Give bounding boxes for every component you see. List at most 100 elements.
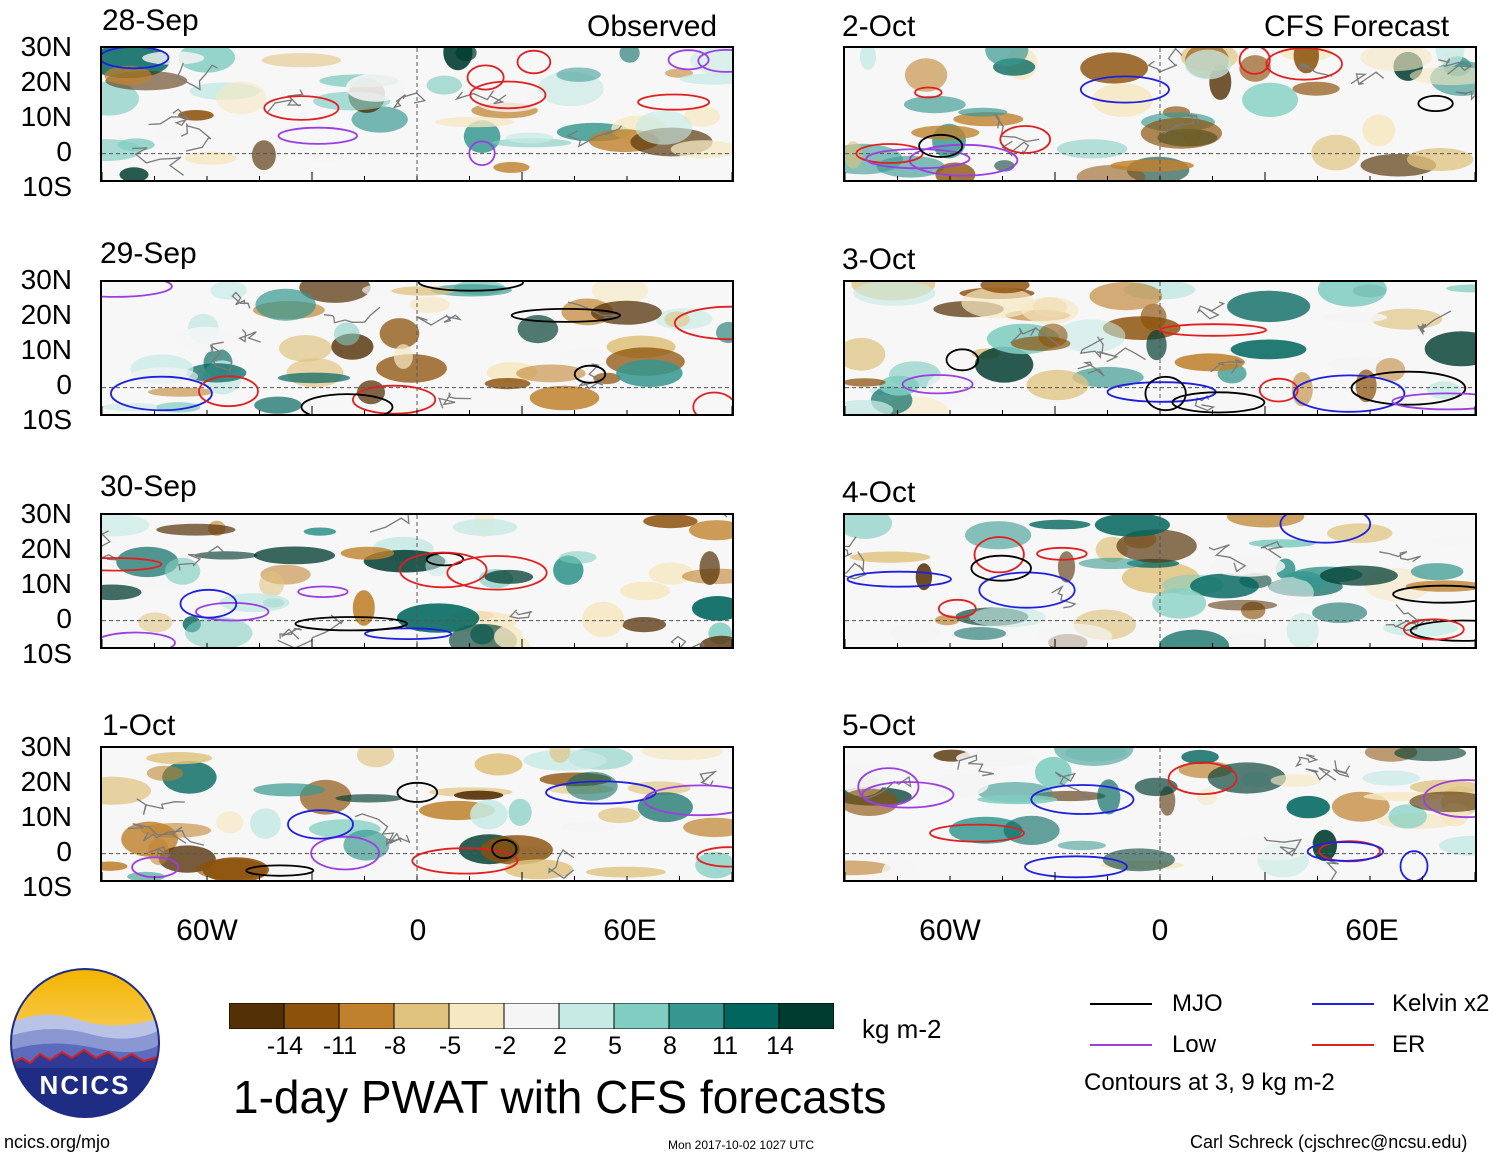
wave-filter-contour — [411, 847, 519, 875]
lat-label-20n: 20N — [20, 299, 72, 330]
pwat-anomaly-blob — [845, 860, 892, 876]
pwat-anomaly-blob — [1226, 632, 1269, 647]
main-title: 1-day PWAT with CFS forecasts — [233, 1071, 887, 1123]
pwat-anomaly-blob — [259, 571, 285, 597]
wave-filter-contour — [929, 823, 1025, 843]
pwat-anomaly-blob — [1446, 284, 1475, 293]
coastline — [136, 798, 185, 815]
pwat-anomaly-blob — [980, 282, 1030, 294]
pwat-anomaly-blob — [508, 798, 532, 826]
observed-header: Observed — [587, 10, 718, 43]
pwat-anomaly-blob — [845, 515, 893, 539]
pwat-anomaly-blob — [683, 817, 732, 838]
pwat-anomaly-blob — [1439, 835, 1475, 856]
map-graphic — [102, 748, 732, 880]
map-observed-4 — [100, 746, 734, 882]
pwat-anomaly-blob — [1140, 117, 1222, 149]
pwat-anomaly-blob — [961, 287, 1035, 319]
pwat-anomaly-blob — [1362, 114, 1396, 147]
map-graphic — [845, 748, 1475, 880]
wave-filter-contour — [1030, 784, 1135, 815]
wave-filter-contour — [545, 780, 657, 805]
coastline — [1147, 48, 1183, 73]
ncics-logo-graphic — [10, 968, 160, 1118]
lat-label-10s: 10S — [22, 171, 72, 202]
pwat-anomaly-blob — [102, 139, 143, 162]
lat-label-0: 0 — [56, 836, 72, 867]
pwat-anomaly-blob — [255, 288, 316, 321]
wave-filter-contour — [1399, 850, 1429, 880]
wave-filter-contour — [857, 767, 920, 807]
coastline — [957, 754, 994, 777]
map-forecast-1 — [843, 46, 1477, 182]
pwat-anomaly-blob — [1248, 539, 1316, 548]
colorbar-label-4: -5 — [438, 1032, 462, 1060]
pwat-anomaly-blob — [889, 623, 941, 644]
coastline — [1051, 585, 1077, 609]
colorbar-swatch — [283, 1002, 340, 1030]
panel-date-observed-3: 30-Sep — [100, 470, 197, 503]
coastline — [845, 551, 867, 580]
lat-label-20n: 20N — [20, 766, 72, 797]
colorbar-swatches — [228, 1002, 835, 1030]
legend-label-kelvin: Kelvin x2 — [1392, 990, 1490, 1017]
pwat-anomaly-blob — [969, 607, 1046, 628]
pwat-anomaly-blob — [1311, 134, 1361, 171]
colorbar-swatch — [393, 1002, 450, 1030]
pwat-anomaly-blob — [1270, 774, 1321, 787]
pwat-anomaly-blob — [104, 65, 152, 85]
pwat-anomaly-blob — [974, 346, 1034, 383]
legend-line-kelvin — [1312, 1003, 1374, 1005]
pwat-anomaly-blob — [845, 337, 886, 371]
map-forecast-3 — [843, 513, 1477, 649]
coastline — [142, 830, 205, 846]
coastline — [132, 147, 184, 176]
lat-label-10s: 10S — [22, 404, 72, 435]
pwat-anomaly-blob — [699, 551, 720, 586]
pwat-anomaly-blob — [716, 321, 732, 344]
pwat-anomaly-blob — [1080, 52, 1148, 84]
coastline — [1263, 836, 1303, 857]
pwat-anomaly-blob — [1242, 82, 1299, 117]
pwat-anomaly-blob — [1409, 779, 1475, 795]
coastline — [1333, 760, 1351, 778]
pwat-anomaly-blob — [689, 520, 732, 541]
wave-filter-contour — [692, 391, 732, 414]
pwat-anomaly-blob — [1026, 369, 1089, 401]
coastline — [1305, 767, 1337, 781]
colorbar-swatch — [338, 1002, 395, 1030]
legend-line-er — [1312, 1044, 1374, 1046]
wave-filter-contour — [179, 588, 238, 619]
forecast-header: CFS Forecast — [1264, 10, 1450, 43]
wave-filter-contour — [469, 80, 547, 110]
pwat-anomaly-blob — [1409, 66, 1475, 86]
coastline — [1438, 58, 1473, 75]
pwat-anomaly-blob — [484, 378, 531, 390]
pwat-anomaly-blob — [1230, 339, 1307, 360]
colorbar-label-9: 11 — [712, 1032, 738, 1060]
pwat-anomaly-blob — [474, 753, 523, 776]
lat-label-20n: 20N — [20, 533, 72, 564]
pwat-anomaly-blob — [138, 612, 173, 633]
legend-line-low — [1090, 1044, 1152, 1046]
wave-filter-contour — [1167, 761, 1238, 795]
wave-filter-contour — [352, 384, 437, 414]
colorbar-label-7: 5 — [608, 1032, 622, 1060]
coastline — [1010, 326, 1060, 346]
pwat-anomaly-blob — [493, 161, 530, 173]
pwat-anomaly-blob — [1424, 331, 1475, 367]
pwat-anomaly-blob — [1291, 372, 1313, 407]
colorbar-label-8: 8 — [663, 1032, 677, 1060]
pwat-anomaly-blob — [556, 67, 601, 82]
pwat-anomaly-blob — [1097, 779, 1121, 815]
pwat-anomaly-blob — [591, 282, 649, 306]
pwat-anomaly-blob — [102, 776, 152, 805]
pwat-anomaly-blob — [915, 563, 933, 591]
pwat-anomaly-blob — [620, 581, 670, 601]
wave-filter-contour — [396, 781, 439, 803]
pwat-anomaly-blob — [561, 821, 617, 832]
pwat-anomaly-blob — [391, 286, 455, 296]
wave-filter-contour — [364, 627, 453, 640]
pwat-anomaly-blob — [516, 364, 586, 383]
map-observed-2 — [100, 280, 734, 416]
